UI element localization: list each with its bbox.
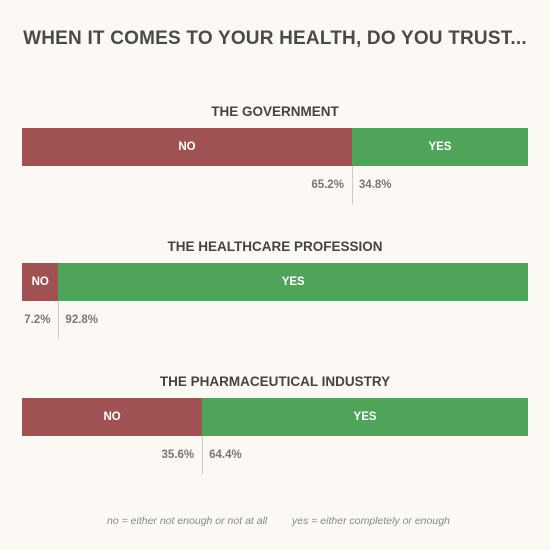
bar-segment-no: NO bbox=[22, 263, 59, 301]
pct-label-no: 65.2% bbox=[311, 179, 344, 191]
pct-label-yes: 92.8% bbox=[65, 314, 99, 326]
bar-segment-yes: YES bbox=[58, 263, 528, 301]
divider-line bbox=[58, 301, 59, 339]
group-title-the-government: THE GOVERNMENT bbox=[211, 104, 339, 119]
bar-segment-no: NO bbox=[22, 398, 203, 436]
bar-the-pharmaceutical-industry: NO YES bbox=[22, 398, 528, 436]
bar-segment-no: NO bbox=[22, 128, 352, 166]
bar-the-healthcare-profession: NO YES bbox=[22, 263, 528, 301]
group-title-the-pharmaceutical-industry: THE PHARMACEUTICAL INDUSTRY bbox=[159, 374, 391, 389]
pct-label-yes: 64.4% bbox=[209, 449, 242, 461]
group-title-the-healthcare-profession: THE HEALTHCARE PROFESSION bbox=[167, 239, 383, 254]
footnote-no: no = either not enough or not at all bbox=[107, 515, 268, 527]
chart-title: WHEN IT COMES TO YOUR HEALTH, DO YOU TRU… bbox=[23, 28, 527, 49]
divider-line bbox=[352, 166, 353, 204]
pct-label-no: 7.2% bbox=[24, 314, 51, 326]
bar-the-government: NO YES bbox=[22, 128, 528, 166]
pct-label-yes: 34.8% bbox=[358, 179, 392, 191]
bar-segment-yes: YES bbox=[351, 128, 528, 166]
bar-segment-yes: YES bbox=[202, 398, 528, 436]
footnote-yes: yes = either completely or enough bbox=[292, 515, 450, 527]
divider-line bbox=[202, 436, 203, 474]
pct-label-no: 35.6% bbox=[161, 449, 195, 461]
